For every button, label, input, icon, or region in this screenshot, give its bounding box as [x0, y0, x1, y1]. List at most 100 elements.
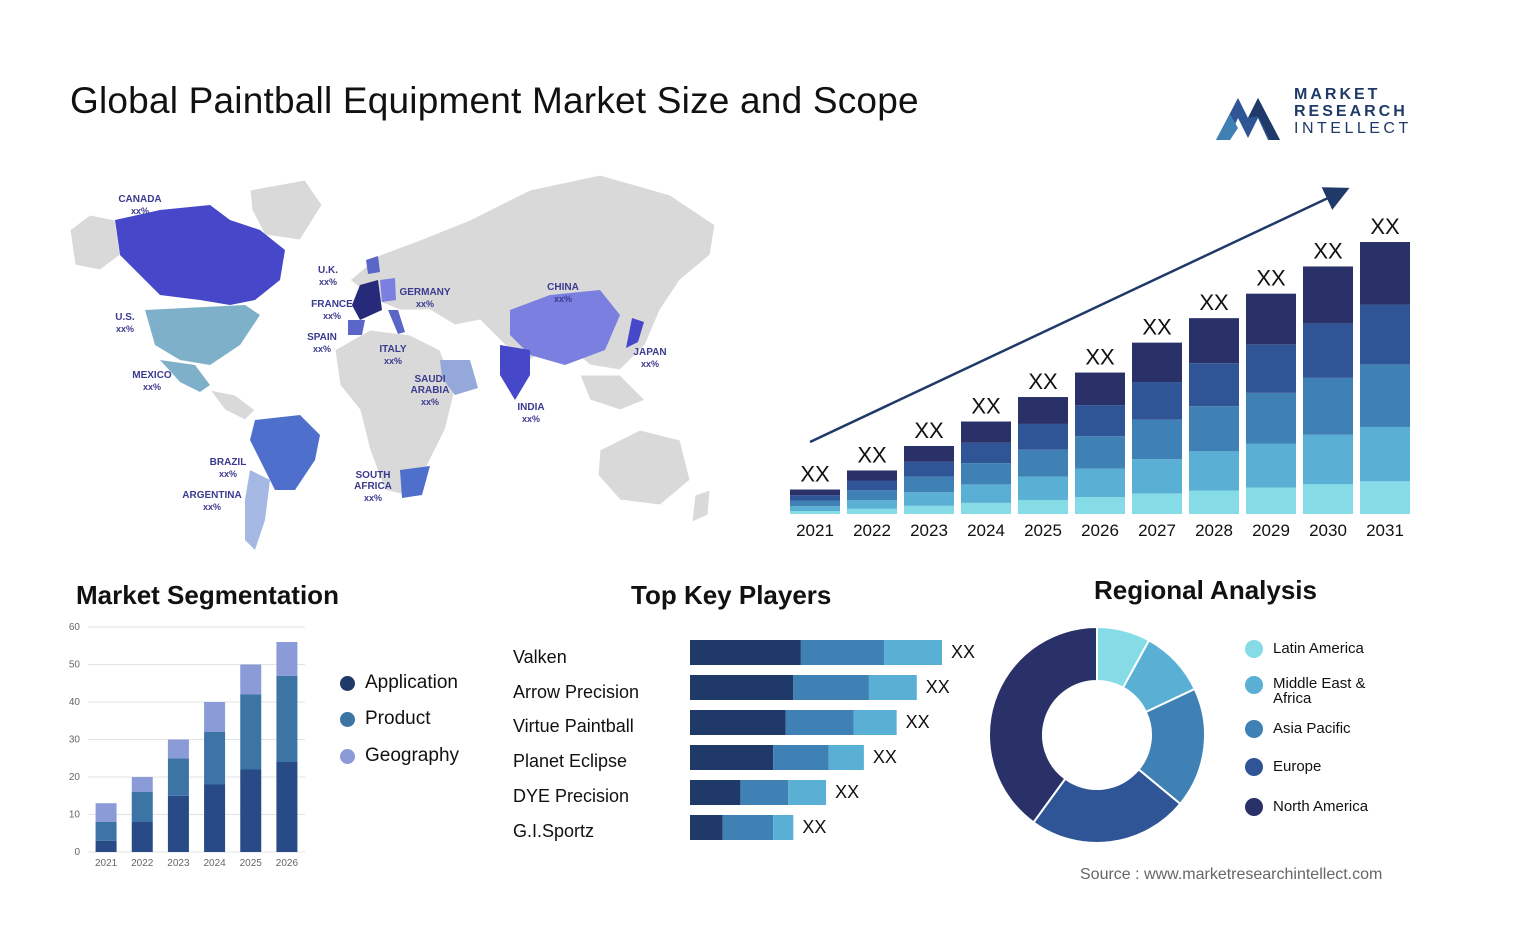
legend-label: Middle East & Africa [1273, 675, 1366, 707]
growth-bar-segment [1303, 266, 1353, 324]
map-label-value: xx% [323, 311, 341, 321]
map-label-value: xx% [313, 344, 331, 354]
player-label: Planet Eclipse [513, 751, 628, 771]
map-label-value: xx% [641, 359, 659, 369]
map-label-name: U.S. [115, 312, 135, 323]
growth-bar-segment [790, 500, 840, 507]
growth-bar-segment [1246, 344, 1296, 393]
growth-bar-segment [1189, 363, 1239, 407]
south-africa-shape [400, 466, 430, 498]
map-label-name: U.K. [318, 265, 338, 276]
map-label-value: xx% [554, 294, 572, 304]
segment-bar [131, 777, 153, 792]
growth-bar-segment [904, 492, 954, 506]
uk-shape [366, 256, 380, 274]
map-label-name: GERMANY [399, 287, 450, 298]
legend-dot-icon [340, 748, 355, 764]
map-label-value: xx% [219, 469, 237, 479]
brazil-shape [250, 415, 320, 490]
greenland-shape [249, 179, 323, 241]
growth-bar-segment [1360, 242, 1410, 305]
segment-bar [240, 694, 262, 770]
segmentation-title: Market Segmentation [76, 580, 339, 610]
legend-item-latin-america: Latin America [1245, 640, 1364, 658]
y-tick-label: 50 [69, 660, 81, 671]
y-tick-label: 60 [69, 622, 81, 633]
legend-dot-icon [1245, 640, 1263, 658]
player-bar-segment [690, 675, 794, 700]
australia-shape [597, 429, 691, 506]
growth-year-label: 2021 [796, 521, 834, 540]
segment-bar [276, 762, 298, 852]
player-value-label: XX [802, 817, 826, 837]
growth-value-label: XX [1142, 315, 1172, 340]
player-bar-segment [690, 745, 774, 770]
growth-bar-segment [961, 502, 1011, 514]
growth-year-label: 2031 [1366, 521, 1404, 540]
growth-year-label: 2028 [1195, 521, 1233, 540]
alaska-shape [69, 214, 121, 271]
growth-bar-segment [1075, 405, 1125, 437]
legend-dot-icon [340, 675, 355, 691]
growth-value-label: XX [1085, 345, 1115, 370]
growth-bar-segment [1360, 304, 1410, 365]
donut-slice [1032, 768, 1182, 844]
growth-bar-segment [1189, 318, 1239, 364]
map-label-value: xx% [416, 299, 434, 309]
growth-bar-segment [1303, 484, 1353, 514]
map-label-name: CANADA [118, 194, 161, 205]
growth-bar-segment [904, 476, 954, 493]
growth-bar-segment [1132, 459, 1182, 494]
player-label: DYE Precision [513, 786, 630, 806]
player-bar-segment [868, 675, 917, 700]
legend-label: North America [1273, 798, 1369, 815]
growth-bar-segment [790, 511, 840, 514]
y-tick-label: 10 [69, 810, 81, 821]
growth-bar-segment [1132, 382, 1182, 420]
segment-bar [167, 739, 189, 759]
growth-bar-segment [1360, 481, 1410, 514]
growth-value-label: XX [800, 462, 830, 487]
growth-bar-segment [1246, 487, 1296, 514]
growth-bar-segment [1018, 476, 1068, 500]
player-bar-segment [853, 710, 897, 735]
legend-item-asia-pacific: Asia Pacific [1245, 720, 1351, 738]
page-title: Global Paintball Equipment Market Size a… [70, 80, 919, 121]
growth-value-label: XX [1370, 214, 1400, 239]
usa-shape [145, 305, 260, 365]
growth-bar-segment [790, 495, 840, 501]
growth-bar-segment [1018, 499, 1068, 514]
player-bar-segment [884, 640, 942, 665]
player-bar-segment [773, 815, 794, 840]
growth-bar-segment [904, 505, 954, 514]
map-label-name: ARABIA [411, 385, 450, 396]
growth-bar-segment [1246, 443, 1296, 488]
map-label-value: xx% [364, 493, 382, 503]
source-note: Source : www.marketresearchintellect.com [1080, 866, 1383, 883]
growth-bar-segment [1303, 323, 1353, 378]
segment-bar [167, 795, 189, 852]
player-bar-segment [788, 780, 827, 805]
regional-donut-chart [988, 625, 1206, 844]
growth-bar-segment [1246, 392, 1296, 444]
seasia-shape [579, 374, 646, 411]
segment-bar [276, 642, 298, 676]
player-value-label: XX [906, 712, 930, 732]
segment-bar [240, 769, 262, 852]
growth-bar-segment [1132, 419, 1182, 460]
saudi-shape [440, 360, 478, 395]
growth-bar-segment [790, 506, 840, 512]
legend-label: Geography [365, 745, 460, 766]
y-tick-label: 40 [69, 697, 81, 708]
map-label-name: SAUDI [414, 374, 445, 385]
legend-item-europe: Europe [1245, 758, 1321, 776]
growth-bar-segment [1360, 426, 1410, 482]
x-tick-label: 2026 [276, 858, 299, 869]
player-value-label: XX [873, 747, 897, 767]
